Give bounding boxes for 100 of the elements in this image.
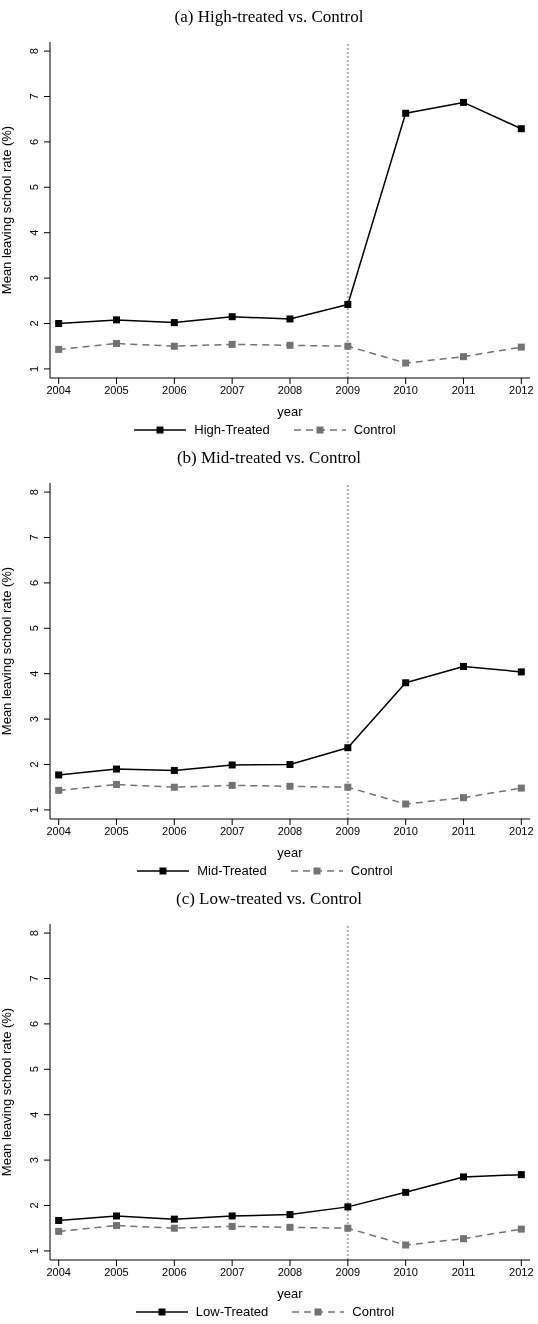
point [402,109,410,117]
y-axis-title: Mean leaving school rate (%) [0,125,14,295]
y-tick-label: 7 [28,534,40,541]
point [517,668,525,676]
y-axis-title: Mean leaving school rate (%) [0,1007,14,1177]
point [286,1211,294,1219]
legend-label: Control [352,1304,395,1319]
point [55,320,63,328]
y-tick-label: 8 [28,930,40,937]
x-tick-label: 2009 [335,824,361,837]
x-tick-label: 2005 [104,1265,129,1278]
point [228,761,236,769]
point [344,342,352,350]
point [402,1188,410,1196]
point [113,339,121,347]
point [517,1225,525,1233]
point [286,1223,294,1231]
y-tick-label: 8 [28,48,40,55]
y-tick-label: 6 [28,138,40,145]
point [228,313,236,321]
x-tick-label: 2012 [509,824,534,837]
legend-label: High-Treated [194,422,270,437]
x-tick-label: 2005 [104,383,129,396]
x-tick-label: 2012 [509,1265,534,1278]
legend-label: Control [350,863,393,878]
x-tick-label: 2004 [46,824,71,837]
x-tick-label: 2004 [46,1265,71,1278]
y-axis-title: Mean leaving school rate (%) [0,566,14,736]
chart-title: (c) Low-treated vs. Control [175,888,363,910]
x-tick-label: 2012 [509,383,534,396]
point [459,353,467,361]
point [402,800,410,808]
y-tick-label: 1 [28,1247,40,1254]
y-tick-label: 2 [28,761,40,768]
point [228,1222,236,1230]
point [113,1212,121,1220]
point [517,343,525,351]
point [344,744,352,752]
point [286,761,294,769]
x-tick-label: 2007 [219,1265,245,1278]
point [113,316,121,324]
y-tick-label: 3 [28,1157,40,1164]
y-tick-label: 2 [28,1202,40,1209]
point [55,771,63,779]
point [170,1224,178,1232]
chart-title: (b) Mid-treated vs. Control [175,447,363,469]
point [517,784,525,792]
y-tick-label: 1 [28,806,40,813]
point [344,300,352,308]
point [228,340,236,348]
y-tick-label: 6 [28,1020,40,1027]
y-tick-label: 4 [28,229,40,236]
x-tick-label: 2009 [335,1265,361,1278]
y-tick-label: 2 [28,320,40,327]
x-tick-label: 2007 [219,824,245,837]
x-axis-title: year [277,1286,304,1301]
point [402,359,410,367]
point [459,98,467,106]
point [170,783,178,791]
x-tick-label: 2008 [277,824,303,837]
legend-label: Control [353,422,396,437]
point [517,1171,525,1179]
legend-label: Mid-Treated [197,863,267,878]
point [402,1241,410,1249]
y-tick-label: 5 [28,1066,40,1073]
y-tick-label: 5 [28,184,40,191]
point [55,1217,63,1224]
y-tick-label: 5 [28,625,40,632]
point [459,1173,467,1181]
y-tick-label: 4 [28,670,40,677]
x-tick-label: 2011 [451,383,476,396]
point [286,341,294,349]
point [517,125,525,133]
point [170,342,178,350]
y-tick-label: 8 [28,489,40,496]
x-axis-title: year [277,404,304,419]
point [55,1227,63,1235]
chart-title: (a) High-treated vs. Control [173,6,365,28]
point [55,786,63,794]
point [170,1215,178,1223]
point [459,794,467,802]
point [55,345,63,353]
x-tick-label: 2010 [393,824,418,837]
x-tick-label: 2008 [277,1265,303,1278]
point [113,780,121,788]
x-tick-label: 2006 [162,1265,187,1278]
point [286,782,294,790]
point [170,766,178,774]
point [228,781,236,789]
x-tick-label: 2004 [46,383,71,396]
point [344,1203,352,1211]
x-axis-title: year [277,845,304,860]
point [344,783,352,791]
point [344,1224,352,1232]
point [402,679,410,687]
point [459,662,467,670]
x-tick-label: 2008 [277,383,303,396]
point [170,319,178,327]
y-tick-label: 7 [28,93,40,100]
y-tick-label: 7 [28,975,40,982]
